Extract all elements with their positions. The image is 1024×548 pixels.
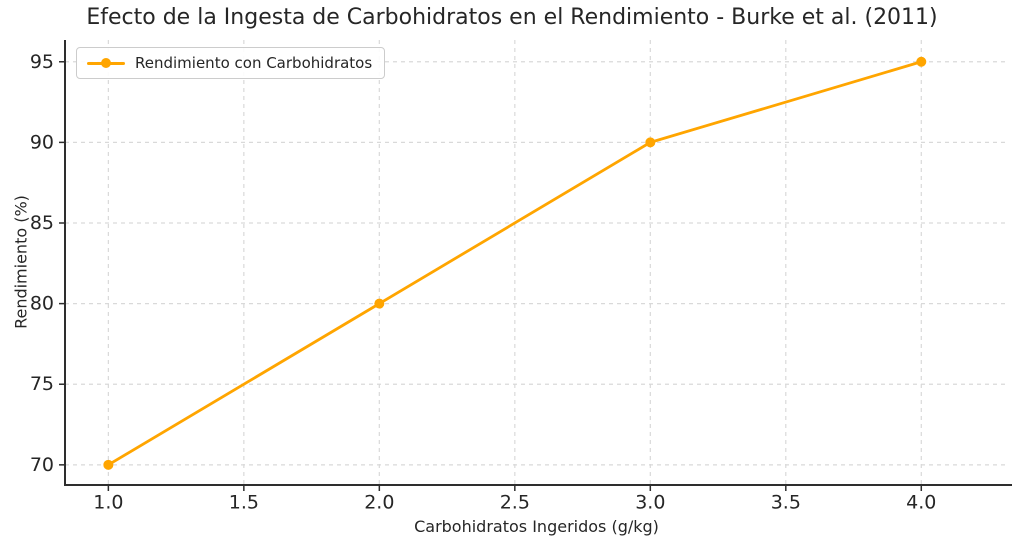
x-tick-label: 2.0	[364, 492, 394, 514]
x-tick-label: 3.5	[771, 492, 801, 514]
x-tick-label: 1.5	[229, 492, 259, 514]
x-tick-label: 4.0	[906, 492, 936, 514]
data-point-marker	[103, 459, 114, 470]
y-tick-label: 85	[30, 212, 54, 234]
y-tick-label: 90	[30, 131, 54, 153]
y-tick-label: 75	[30, 373, 54, 395]
y-tick-label: 95	[30, 51, 54, 73]
data-point-marker	[916, 56, 927, 67]
series-line	[106, 60, 923, 467]
x-axis-label: Carbohidratos Ingeridos (g/kg)	[414, 517, 659, 536]
legend-label: Rendimiento con Carbohidratos	[135, 54, 373, 72]
y-tick-label: 70	[30, 454, 54, 476]
x-tick-label: 1.0	[93, 492, 123, 514]
chart-title: Efecto de la Ingesta de Carbohidratos en…	[86, 5, 938, 30]
legend-dot-sample	[101, 58, 111, 68]
y-axis-label: Rendimiento (%)	[11, 195, 31, 329]
data-point-marker	[645, 137, 656, 148]
x-tick-label: 2.5	[500, 492, 530, 514]
data-point-marker	[374, 298, 385, 309]
legend: Rendimiento con Carbohidratos	[76, 47, 386, 79]
y-tick-label: 80	[30, 293, 54, 315]
legend-line-marker-icon	[87, 57, 125, 69]
x-tick-label: 3.0	[635, 492, 665, 514]
